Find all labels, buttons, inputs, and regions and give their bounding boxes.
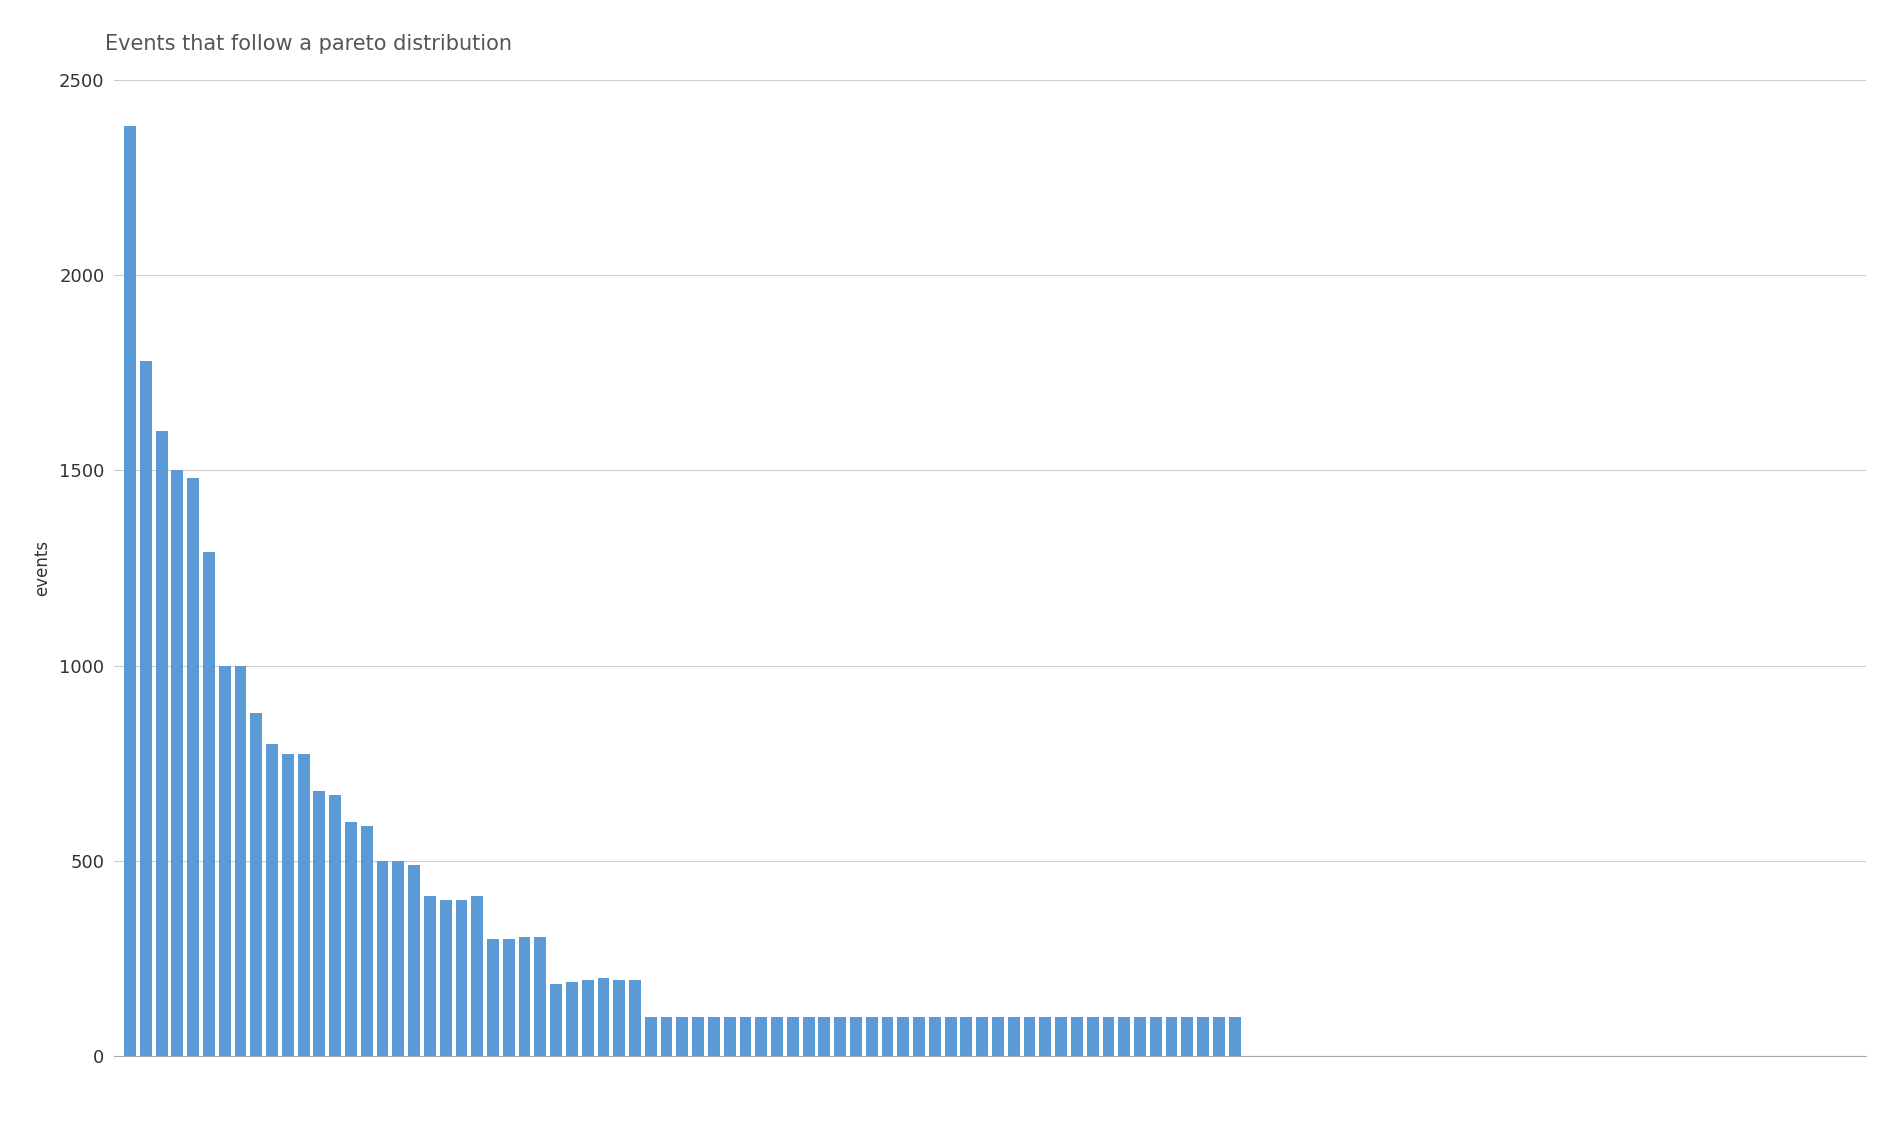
Bar <box>362 826 373 1056</box>
Bar <box>472 896 484 1056</box>
Bar <box>786 1018 800 1056</box>
Bar <box>1118 1018 1131 1056</box>
Bar <box>1102 1018 1114 1056</box>
Bar <box>440 900 451 1056</box>
Bar <box>944 1018 956 1056</box>
Bar <box>487 939 499 1056</box>
Bar <box>739 1018 752 1056</box>
Bar <box>267 744 278 1056</box>
Bar <box>882 1018 893 1056</box>
Bar <box>1213 1018 1224 1056</box>
Bar <box>249 712 263 1056</box>
Bar <box>960 1018 973 1056</box>
Bar <box>345 822 356 1056</box>
Bar <box>1180 1018 1194 1056</box>
Bar <box>1087 1018 1099 1056</box>
Bar <box>518 937 531 1056</box>
Bar <box>377 861 388 1056</box>
Bar <box>756 1018 767 1056</box>
Bar <box>1007 1018 1021 1056</box>
Bar <box>329 795 341 1056</box>
Bar <box>1150 1018 1161 1056</box>
Bar <box>771 1018 783 1056</box>
Bar <box>849 1018 863 1056</box>
Bar <box>1040 1018 1051 1056</box>
Bar <box>425 896 436 1056</box>
Bar <box>992 1018 1003 1056</box>
Bar <box>139 361 152 1056</box>
Bar <box>392 861 404 1056</box>
Bar <box>977 1018 988 1056</box>
Bar <box>613 980 625 1056</box>
Bar <box>834 1018 845 1056</box>
Bar <box>124 126 135 1056</box>
Bar <box>819 1018 830 1056</box>
Bar <box>1228 1018 1241 1056</box>
Bar <box>803 1018 815 1056</box>
Bar <box>628 980 642 1056</box>
Bar <box>866 1018 878 1056</box>
Bar <box>1135 1018 1146 1056</box>
Bar <box>708 1018 720 1056</box>
Bar <box>1165 1018 1177 1056</box>
Bar <box>1055 1018 1066 1056</box>
Bar <box>914 1018 925 1056</box>
Bar <box>583 980 594 1056</box>
Bar <box>234 666 246 1056</box>
Bar <box>503 939 514 1056</box>
Bar <box>550 984 562 1056</box>
Bar <box>1024 1018 1036 1056</box>
Bar <box>598 978 609 1056</box>
Bar <box>645 1018 657 1056</box>
Y-axis label: events: events <box>32 540 51 596</box>
Bar <box>297 753 310 1056</box>
Bar <box>897 1018 910 1056</box>
Bar <box>693 1018 704 1056</box>
Bar <box>929 1018 941 1056</box>
Bar <box>407 864 421 1056</box>
Bar <box>724 1018 735 1056</box>
Bar <box>314 791 326 1056</box>
Bar <box>1070 1018 1083 1056</box>
Bar <box>1198 1018 1209 1056</box>
Bar <box>219 666 230 1056</box>
Text: Events that follow a pareto distribution: Events that follow a pareto distribution <box>105 34 512 55</box>
Bar <box>661 1018 672 1056</box>
Bar <box>204 552 215 1056</box>
Bar <box>187 478 200 1056</box>
Bar <box>455 900 466 1056</box>
Bar <box>565 983 577 1056</box>
Bar <box>171 470 183 1056</box>
Bar <box>156 432 168 1056</box>
Bar <box>282 753 293 1056</box>
Bar <box>535 937 546 1056</box>
Bar <box>676 1018 687 1056</box>
